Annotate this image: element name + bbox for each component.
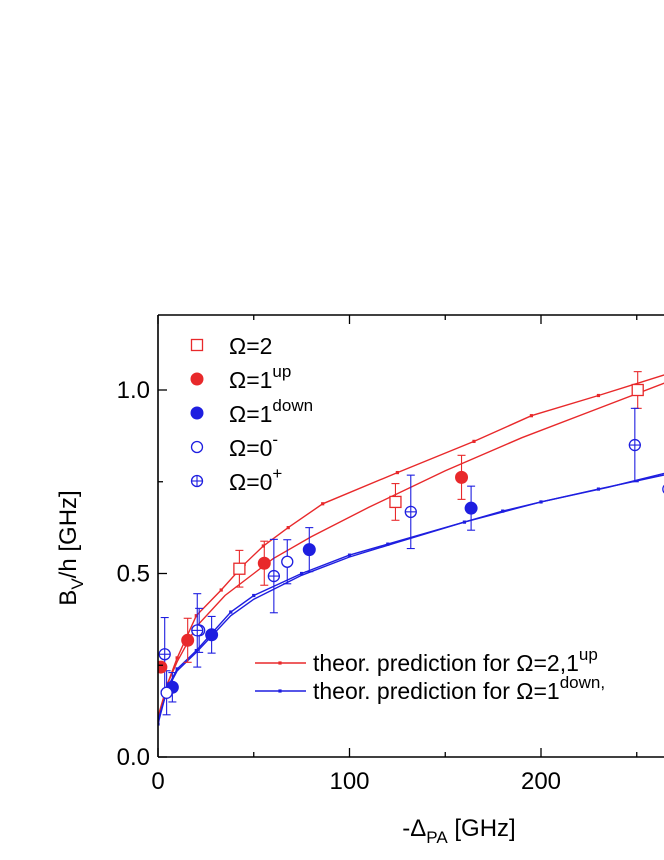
- tick-labels: 0 100 200 0.0 0.5 1.0: [117, 377, 561, 795]
- legend-label-sup: +: [272, 464, 282, 483]
- theory-dot: [501, 509, 505, 513]
- y-axis-title: BV/h [GHz]: [55, 490, 87, 605]
- theory-legend-dot-1: [278, 689, 282, 693]
- theory-line-0: [158, 374, 664, 721]
- theory-dot: [194, 648, 198, 653]
- theory-dot: [252, 593, 256, 598]
- theory-dot: [529, 414, 534, 418]
- theory-legend-label-0: theor. prediction for Ω=2,1up: [313, 645, 598, 676]
- theory-line-1: [158, 382, 664, 717]
- theory-dot: [261, 544, 265, 548]
- theory-dot: [321, 502, 325, 506]
- y-axis-title-sub: V: [68, 578, 87, 590]
- theory-legend-main: theor. prediction for Ω=1: [313, 678, 560, 704]
- theory-dot: [175, 667, 179, 671]
- point-3-0: [160, 686, 173, 699]
- y-axis-title-unit: /h [GHz]: [55, 490, 82, 578]
- theory-dot: [386, 542, 390, 546]
- point-0-2: [631, 383, 644, 397]
- legend-marker-0: [190, 338, 204, 352]
- theory-dot: [395, 470, 399, 475]
- legend-label-main: Ω=1: [229, 367, 272, 393]
- point-4-2: [267, 569, 281, 583]
- point-4-3: [404, 505, 417, 518]
- point-1-2: [257, 556, 271, 570]
- data-points: [158, 383, 664, 699]
- x-tick-label: 0: [151, 768, 164, 795]
- legend-label-4: Ω=0+: [229, 464, 282, 495]
- point-2-3: [464, 501, 478, 515]
- theory-dot: [175, 656, 179, 660]
- point-0-0: [233, 562, 246, 575]
- legend-marker-1: [190, 372, 204, 386]
- theory-legend-dot-0: [278, 661, 282, 665]
- theory-dot: [472, 439, 476, 443]
- legend-label-sup: down: [272, 396, 313, 415]
- x-tick-label: 100: [329, 768, 369, 795]
- point-1-0: [158, 660, 168, 674]
- legend-label-main: Ω=2: [229, 333, 272, 359]
- y-tick-label: 1.0: [117, 377, 150, 404]
- x-axis-title-sub: PA: [426, 828, 448, 847]
- legend-label-main: Ω=0: [229, 435, 272, 461]
- x-axis-title-unit: [GHz]: [448, 815, 516, 842]
- theory-dot: [229, 610, 233, 614]
- theory-legend-label-1: theor. prediction for Ω=1down,: [313, 673, 605, 704]
- legend-label-0: Ω=2: [229, 333, 272, 359]
- y-tick-label: 0.5: [117, 561, 150, 588]
- legend-label-2: Ω=1down: [229, 396, 313, 427]
- x-axis-title: -ΔPA [GHz]: [402, 815, 515, 847]
- theory-dot: [286, 526, 290, 530]
- axis-titles: -ΔPA [GHz] BV/h [GHz]: [55, 490, 516, 847]
- legend-label-sup: -: [272, 430, 278, 449]
- point-4-0: [158, 648, 171, 661]
- point-3-2: [281, 555, 294, 568]
- x-axis-title-main: -Δ: [402, 815, 426, 842]
- legend-marker-4: [190, 474, 204, 488]
- y-tick-label: 0.0: [117, 744, 150, 771]
- legend-label-main: Ω=0: [229, 469, 272, 495]
- theory-lines: [158, 374, 664, 726]
- x-tick-label: 200: [521, 768, 561, 795]
- theory-dot: [596, 393, 601, 398]
- legend-marker-2: [190, 406, 204, 420]
- theory-legend-sup: up: [579, 645, 598, 664]
- theory-dot: [347, 553, 352, 557]
- theory-line-3: [158, 472, 664, 721]
- point-2-1: [205, 628, 219, 642]
- theory-legend-sup: down,: [560, 673, 605, 692]
- legend-marker-3: [190, 440, 204, 454]
- point-4-4: [628, 438, 641, 452]
- point-2-2: [302, 543, 316, 557]
- legend-label-3: Ω=0-: [229, 430, 278, 461]
- legend-label-1: Ω=1up: [229, 362, 291, 393]
- point-1-3: [455, 470, 469, 484]
- theory-dot: [300, 571, 304, 576]
- y-axis-title-main: B: [55, 590, 82, 606]
- theory-dot: [194, 614, 198, 618]
- legend-label-main: Ω=1: [229, 401, 272, 427]
- point-1-1: [181, 633, 195, 647]
- theory-dot: [219, 588, 223, 592]
- legend-label-sup: up: [272, 362, 291, 381]
- axes: [157, 314, 664, 758]
- point-4-1: [191, 624, 204, 637]
- theory-legend-main: theor. prediction for Ω=2,1: [313, 650, 579, 676]
- point-0-1: [389, 495, 402, 509]
